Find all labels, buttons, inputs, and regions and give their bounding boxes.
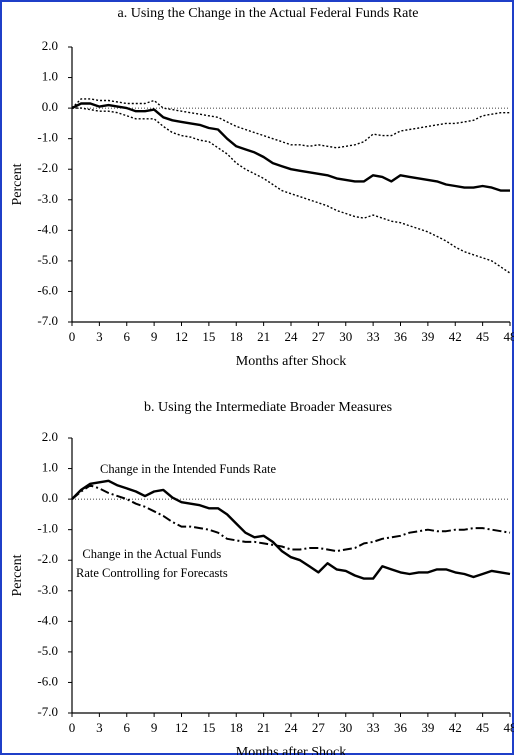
x-tick-label: 18 (230, 329, 243, 344)
x-tick-label: 48 (504, 329, 514, 344)
x-tick-label: 9 (151, 720, 158, 735)
x-tick-label: 21 (257, 329, 270, 344)
series-line (71, 484, 511, 553)
x-tick-label: 27 (312, 329, 326, 344)
y-tick-label: -1.0 (37, 130, 58, 145)
x-axis-label: Months after Shock (236, 354, 346, 369)
y-axis-label: Percent (10, 554, 25, 596)
x-tick-label: 42 (449, 720, 462, 735)
y-tick-label: 2.0 (42, 38, 58, 53)
x-tick-label: 15 (202, 720, 215, 735)
x-tick-label: 39 (421, 720, 434, 735)
y-tick-label: -3.0 (37, 191, 58, 206)
x-tick-label: 48 (504, 720, 514, 735)
y-tick-label: -4.0 (37, 221, 58, 236)
y-tick-label: 0.0 (42, 490, 58, 505)
y-tick-label: -1.0 (37, 521, 58, 536)
series-label: Change in the Intended Funds Rate (100, 462, 277, 476)
y-tick-label: -3.0 (37, 582, 58, 597)
x-tick-label: 24 (285, 329, 299, 344)
series-label: Change in the Actual Funds Rate Controll… (76, 547, 228, 580)
x-tick-label: 45 (476, 329, 489, 344)
y-tick-label: -7.0 (37, 704, 58, 719)
x-tick-label: 45 (476, 720, 489, 735)
x-axis-label: Months after Shock (236, 745, 346, 755)
y-tick-label: -2.0 (37, 551, 58, 566)
x-tick-label: 30 (339, 720, 352, 735)
y-tick-label: 0.0 (42, 99, 58, 114)
y-axis-label: Percent (10, 163, 25, 205)
series-line (71, 102, 510, 192)
x-tick-label: 27 (312, 720, 326, 735)
x-tick-label: 39 (421, 329, 434, 344)
y-tick-label: -7.0 (37, 313, 58, 328)
x-tick-label: 15 (202, 329, 215, 344)
x-tick-label: 3 (96, 720, 103, 735)
x-tick-label: 18 (230, 720, 243, 735)
y-tick-label: -5.0 (37, 252, 58, 267)
x-tick-label: 6 (124, 720, 131, 735)
y-tick-label: -2.0 (37, 160, 58, 175)
x-tick-label: 42 (449, 329, 462, 344)
x-tick-label: 21 (257, 720, 270, 735)
y-tick-label: -6.0 (37, 282, 58, 297)
y-tick-label: -6.0 (37, 673, 58, 688)
x-tick-label: 36 (394, 720, 408, 735)
y-tick-label: 1.0 (42, 69, 58, 84)
x-tick-label: 3 (96, 329, 103, 344)
x-tick-label: 0 (69, 720, 76, 735)
series-line (71, 98, 510, 149)
series-line (72, 107, 511, 274)
x-tick-label: 30 (339, 329, 352, 344)
y-tick-label: 2.0 (42, 429, 58, 444)
x-tick-label: 9 (151, 329, 158, 344)
x-tick-label: 24 (285, 720, 299, 735)
series-line (71, 479, 511, 580)
y-tick-label: -4.0 (37, 612, 58, 627)
chart-title: b. Using the Intermediate Broader Measur… (144, 400, 392, 415)
x-tick-label: 36 (394, 329, 408, 344)
x-tick-label: 12 (175, 329, 188, 344)
x-tick-label: 33 (367, 720, 380, 735)
x-tick-label: 6 (124, 329, 131, 344)
x-tick-label: 12 (175, 720, 188, 735)
chart-title: a. Using the Change in the Actual Federa… (118, 6, 419, 21)
y-tick-label: -5.0 (37, 643, 58, 658)
x-tick-label: 33 (367, 329, 380, 344)
y-tick-label: 1.0 (42, 460, 58, 475)
x-tick-label: 0 (69, 329, 76, 344)
